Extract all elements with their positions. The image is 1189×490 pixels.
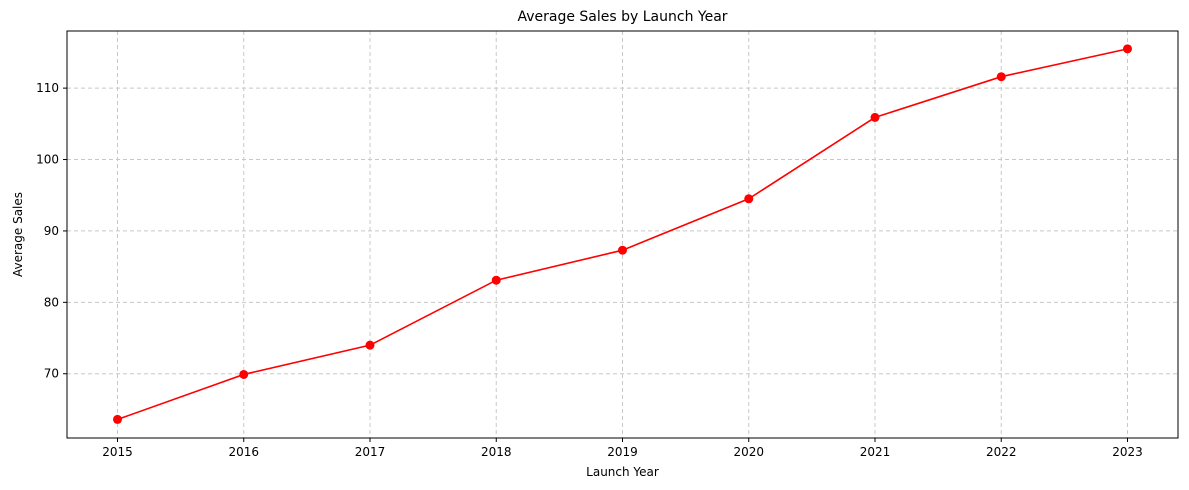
x-tick-label: 2015 xyxy=(102,445,133,459)
x-axis-title: Launch Year xyxy=(586,465,659,479)
grid-lines xyxy=(67,31,1178,438)
y-axis: 70 80 90 100 110 xyxy=(36,81,67,381)
y-tick-label: 110 xyxy=(36,81,59,95)
data-point xyxy=(996,72,1006,82)
y-axis-title: Average Sales xyxy=(11,192,25,277)
x-tick-label: 2016 xyxy=(228,445,259,459)
x-tick-label: 2017 xyxy=(355,445,386,459)
x-tick-label: 2019 xyxy=(607,445,638,459)
x-tick-label: 2020 xyxy=(733,445,764,459)
data-point xyxy=(1123,44,1132,54)
data-point xyxy=(365,340,375,350)
y-tick-label: 80 xyxy=(44,295,59,309)
x-axis: 2015 2016 2017 2018 2019 2020 2021 2022 2023 xyxy=(102,438,1143,459)
data-point xyxy=(113,414,122,424)
y-tick-label: 100 xyxy=(36,153,59,167)
data-point xyxy=(491,275,501,285)
x-tick-label: 2018 xyxy=(481,445,512,459)
data-point xyxy=(618,245,627,255)
x-tick-label: 2023 xyxy=(1112,445,1143,459)
x-tick-label: 2021 xyxy=(860,445,891,459)
data-point xyxy=(870,112,880,122)
y-tick-label: 70 xyxy=(44,367,59,381)
y-tick-label: 90 xyxy=(44,224,59,238)
chart-title: Average Sales by Launch Year xyxy=(517,9,727,25)
data-point xyxy=(239,369,249,379)
data-point xyxy=(744,194,754,204)
x-tick-label: 2022 xyxy=(986,445,1017,459)
series-layer xyxy=(113,44,1132,424)
